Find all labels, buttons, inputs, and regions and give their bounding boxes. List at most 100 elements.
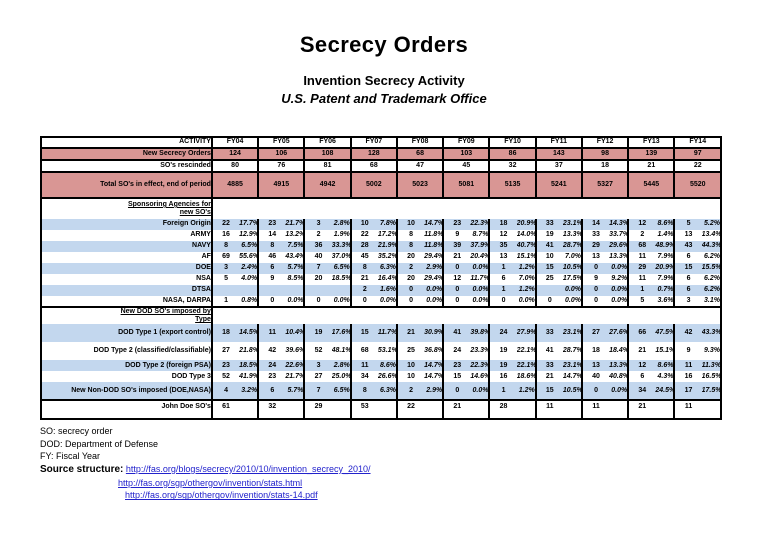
count-cell: 33 bbox=[534, 219, 563, 230]
count-cell: 1 bbox=[627, 285, 656, 296]
count-cell: 24 bbox=[442, 342, 471, 361]
percent-cell: 14.0% bbox=[516, 231, 536, 239]
source-link-blog[interactable]: http://fas.org/blogs/secrecy/2010/10/inv… bbox=[125, 463, 371, 474]
percent-cell: 14.7% bbox=[424, 360, 444, 372]
percent-cell: 29.6% bbox=[609, 241, 629, 252]
count-cell: 40 bbox=[303, 252, 332, 263]
count-cell: 21 bbox=[442, 252, 471, 263]
percent-cell: 20.4% bbox=[470, 253, 490, 261]
percent-cell: 0.0% bbox=[426, 296, 443, 304]
percent-cell bbox=[285, 285, 305, 296]
count-cell: 6 bbox=[673, 285, 702, 296]
count-cell: 46 bbox=[257, 252, 286, 263]
summary-value-cell: 5445 bbox=[627, 171, 676, 199]
percent-cell: 8.6% bbox=[655, 219, 675, 230]
source-line-1: Source structure: http://fas.org/blogs/s… bbox=[40, 463, 768, 477]
count-cell: 11 bbox=[627, 274, 656, 285]
count-cell: 14 bbox=[580, 219, 610, 230]
summary-value-cell: 5241 bbox=[534, 171, 583, 199]
percent-cell: 17.6% bbox=[331, 324, 351, 343]
row-label: DOD Type 1 (export control) bbox=[41, 324, 213, 343]
count-cell: 9 bbox=[673, 342, 702, 361]
summary-value-cell: 86 bbox=[488, 147, 537, 161]
count-cell: 2 bbox=[303, 230, 332, 241]
percent-cell: 6.3% bbox=[377, 263, 397, 274]
count-cell: 21 bbox=[627, 342, 656, 361]
summary-value-cell: 37 bbox=[534, 159, 583, 173]
count-cell: 15 bbox=[534, 263, 563, 274]
row-label: NSA bbox=[41, 274, 213, 285]
count-cell: 12 bbox=[627, 219, 656, 230]
percent-cell: 23.1% bbox=[562, 360, 582, 372]
count-cell: 52 bbox=[210, 371, 240, 383]
summary-value-cell: 32 bbox=[488, 159, 537, 173]
column-header-year: FY09 bbox=[442, 136, 491, 149]
percent-cell: 37.9% bbox=[470, 241, 490, 252]
percent-cell: 26.6% bbox=[377, 372, 397, 380]
abbrev-fy: FY: Fiscal Year bbox=[40, 451, 101, 462]
count-cell bbox=[534, 285, 563, 296]
summary-value-cell: 5135 bbox=[488, 171, 537, 199]
percent-cell: 0.0% bbox=[470, 285, 490, 296]
count-cell: 3 bbox=[303, 219, 332, 230]
percent-cell: 44.3% bbox=[701, 241, 721, 252]
count-cell: 16 bbox=[210, 230, 240, 241]
percent-cell bbox=[239, 285, 259, 296]
percent-cell: 6.5% bbox=[331, 382, 351, 401]
count-cell: 5 bbox=[210, 274, 240, 285]
row-label: NASA, DARPA bbox=[41, 296, 213, 307]
summary-value-cell: 80 bbox=[210, 159, 260, 173]
percent-cell: 55.6% bbox=[239, 253, 259, 261]
percent-cell: 0.0% bbox=[611, 296, 628, 304]
percent-cell: 0.0% bbox=[564, 296, 581, 304]
percent-cell: 18.5% bbox=[331, 275, 351, 283]
summary-value-cell: 76 bbox=[257, 159, 306, 173]
john-doe-empty-cell bbox=[516, 399, 536, 420]
percent-cell: 11.8% bbox=[424, 231, 444, 239]
count-cell: 15 bbox=[534, 382, 563, 401]
count-cell: 42 bbox=[673, 324, 702, 343]
summary-value-cell: 47 bbox=[395, 159, 445, 173]
count-cell: 0 bbox=[349, 296, 378, 307]
count-cell: 6 bbox=[257, 382, 286, 401]
count-cell: 21 bbox=[395, 324, 425, 343]
column-header-year: FY11 bbox=[534, 136, 583, 149]
count-cell bbox=[210, 285, 240, 296]
count-cell: 34 bbox=[627, 382, 656, 401]
percent-cell: 11.7% bbox=[377, 324, 397, 343]
count-cell: 52 bbox=[303, 342, 332, 361]
count-cell: 0 bbox=[442, 382, 471, 401]
percent-cell: 0.0% bbox=[609, 263, 629, 274]
count-cell: 21 bbox=[349, 274, 378, 285]
percent-cell: 27.9% bbox=[516, 324, 536, 343]
percent-cell: 10.5% bbox=[562, 263, 582, 274]
john-doe-count-cell: 61 bbox=[210, 399, 240, 420]
count-cell: 18 bbox=[580, 342, 610, 361]
source-link-stats-html[interactable]: http://fas.org/sgp/othergov/invention/st… bbox=[118, 477, 303, 488]
count-cell: 8 bbox=[210, 241, 240, 252]
count-cell: 9 bbox=[442, 230, 471, 241]
summary-value-cell: 124 bbox=[210, 147, 260, 161]
percent-cell: 17.2% bbox=[377, 231, 397, 239]
row-label: New Non-DOD SO's imposed (DOE,NASA) bbox=[41, 382, 213, 401]
count-cell: 17 bbox=[673, 382, 702, 401]
count-cell: 68 bbox=[627, 241, 656, 252]
percent-cell: 1.6% bbox=[377, 285, 397, 296]
count-cell: 23 bbox=[257, 371, 286, 383]
john-doe-empty-cell bbox=[655, 399, 675, 420]
percent-cell: 5.7% bbox=[285, 263, 305, 274]
count-cell: 11 bbox=[673, 360, 702, 372]
percent-cell: 17.5% bbox=[701, 382, 721, 401]
percent-cell: 0.0% bbox=[470, 382, 490, 401]
count-cell: 24 bbox=[257, 360, 286, 372]
percent-cell: 2.9% bbox=[424, 263, 444, 274]
percent-cell: 7.9% bbox=[657, 253, 674, 261]
source-link-stats-pdf[interactable]: http://fas.org/sgp/othergov/invention/st… bbox=[125, 490, 318, 501]
column-header-year: FY08 bbox=[395, 136, 445, 149]
count-cell: 15 bbox=[673, 263, 702, 274]
count-cell: 1 bbox=[488, 285, 517, 296]
percent-cell: 18.5% bbox=[239, 360, 259, 372]
percent-cell: 2.9% bbox=[424, 382, 444, 401]
count-cell: 0 bbox=[488, 296, 517, 307]
summary-value-cell: 5327 bbox=[580, 171, 630, 199]
